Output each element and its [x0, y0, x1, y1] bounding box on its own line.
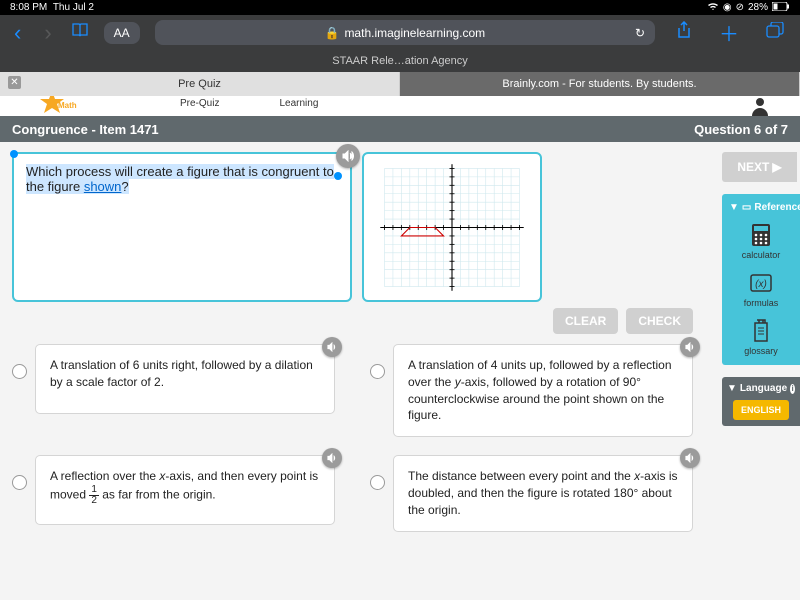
url-bar[interactable]: 🔒 math.imaginelearning.com ↻ [155, 20, 655, 45]
battery-icon [772, 2, 790, 14]
radio-d[interactable] [370, 475, 385, 490]
answer-grid: A translation of 6 units right, followed… [12, 344, 788, 532]
answer-box-c: A reflection over the x-axis, and then e… [35, 455, 335, 525]
nav-link-learning[interactable]: Learning [279, 98, 318, 109]
ipad-status-bar: 8:08 PM Thu Jul 2 ◉ ⊘ 28% [0, 0, 800, 15]
selection-handle-end-icon[interactable] [334, 172, 342, 180]
reference-formulas[interactable]: (x) formulas [744, 270, 779, 308]
page-content: Math Pre-Quiz Learning Congruence - Item… [0, 96, 800, 600]
read-aloud-d-button[interactable] [680, 448, 700, 468]
answer-box-a: A translation of 6 units right, followed… [35, 344, 335, 414]
app-nav-links: Pre-Quiz Learning [180, 98, 318, 109]
reference-calculator[interactable]: calculator [742, 222, 781, 260]
app-header-remnant: Math Pre-Quiz Learning [0, 96, 800, 116]
coordinate-plane-svg [372, 160, 532, 295]
radio-b[interactable] [370, 364, 385, 379]
language-panel: ▼Languagei ENGLISH [722, 377, 800, 426]
reference-header[interactable]: ▼▭Reference [727, 200, 795, 215]
item-title: Congruence - Item 1471 [12, 122, 159, 137]
browser-tab-0[interactable]: Pre Quiz [0, 72, 400, 96]
radio-a[interactable] [12, 364, 27, 379]
chevron-down-icon: ▼ [727, 383, 737, 394]
next-button[interactable]: NEXT▶ [722, 152, 797, 182]
share-icon[interactable] [670, 21, 698, 45]
answer-option-d[interactable]: The distance between every point and the… [370, 455, 693, 531]
question-counter: Question 6 of 7 [694, 122, 788, 137]
browser-tab-1[interactable]: Brainly.com - For students. By students. [400, 72, 800, 96]
language-header[interactable]: ▼Languagei [727, 383, 795, 394]
browser-tabs: ✕ Pre Quiz Brainly.com - For students. B… [0, 72, 800, 96]
trapezoid-shape [401, 227, 443, 235]
close-tab-icon[interactable]: ✕ [8, 76, 21, 89]
read-aloud-b-button[interactable] [680, 337, 700, 357]
figure-graph [362, 152, 542, 302]
info-icon: i [790, 384, 795, 394]
question-text-box[interactable]: Which process will create a figure that … [12, 152, 352, 302]
browser-subtitle: STAAR Rele…ation Agency [0, 50, 800, 72]
chevron-down-icon: ▼ [729, 202, 739, 213]
back-button[interactable]: ‹ [10, 20, 25, 46]
action-buttons: CLEAR CHECK [12, 308, 693, 334]
shown-link[interactable]: shown [84, 179, 122, 194]
tabs-icon[interactable] [760, 21, 790, 44]
alarm-icon: ◉ [723, 2, 732, 13]
question-header-bar: Congruence - Item 1471 Question 6 of 7 [0, 116, 800, 142]
check-button[interactable]: CHECK [626, 308, 693, 334]
answer-option-a[interactable]: A translation of 6 units right, followed… [12, 344, 335, 437]
status-date: Thu Jul 2 [53, 2, 94, 13]
text-size-control[interactable]: AA [104, 22, 140, 44]
user-avatar-icon[interactable] [750, 96, 770, 119]
read-aloud-c-button[interactable] [322, 448, 342, 468]
reference-panel: ▼▭Reference calculator (x) formulas glos… [722, 194, 800, 365]
status-time: 8:08 PM [10, 2, 47, 13]
radio-c[interactable] [12, 475, 27, 490]
browser-toolbar: ‹ › AA 🔒 math.imaginelearning.com ↻ ＋ [0, 15, 800, 50]
reference-glossary[interactable]: glossary [744, 318, 778, 356]
fraction-one-half: 12 [89, 485, 99, 506]
new-tab-icon[interactable]: ＋ [713, 18, 745, 47]
calculator-icon [748, 222, 774, 248]
read-aloud-question-button[interactable] [336, 144, 360, 168]
clear-button[interactable]: CLEAR [553, 308, 618, 334]
refresh-icon[interactable]: ↻ [635, 26, 645, 40]
answer-option-c[interactable]: A reflection over the x-axis, and then e… [12, 455, 335, 531]
forward-button[interactable]: › [40, 20, 55, 46]
language-english-button[interactable]: ENGLISH [733, 400, 789, 420]
math-label: Math [58, 101, 77, 110]
question-text: Which process will create a figure that … [26, 164, 334, 194]
bookmarks-icon[interactable] [71, 22, 89, 43]
nav-link-prequiz[interactable]: Pre-Quiz [180, 98, 219, 109]
wifi-icon [707, 1, 719, 14]
status-right: ◉ ⊘ 28% [707, 1, 790, 14]
orientation-lock-icon: ⊘ [736, 2, 744, 13]
svg-text:(x): (x) [755, 279, 767, 290]
url-host: math.imaginelearning.com [344, 26, 485, 40]
work-area: Which process will create a figure that … [0, 142, 800, 600]
next-arrow-icon: ▶ [772, 160, 781, 174]
answer-option-b[interactable]: A translation of 4 units up, followed by… [370, 344, 693, 437]
lock-icon: 🔒 [324, 26, 339, 40]
glossary-icon [748, 318, 774, 344]
read-aloud-a-button[interactable] [322, 337, 342, 357]
answer-box-b: A translation of 4 units up, followed by… [393, 344, 693, 437]
battery-pct: 28% [748, 2, 768, 13]
answer-box-d: The distance between every point and the… [393, 455, 693, 531]
selection-handle-start-icon[interactable] [10, 150, 18, 158]
formulas-icon: (x) [748, 270, 774, 296]
right-side-panel: NEXT▶ ▼▭Reference calculator (x) formula… [722, 152, 800, 426]
window-icon: ▭ [742, 202, 751, 213]
